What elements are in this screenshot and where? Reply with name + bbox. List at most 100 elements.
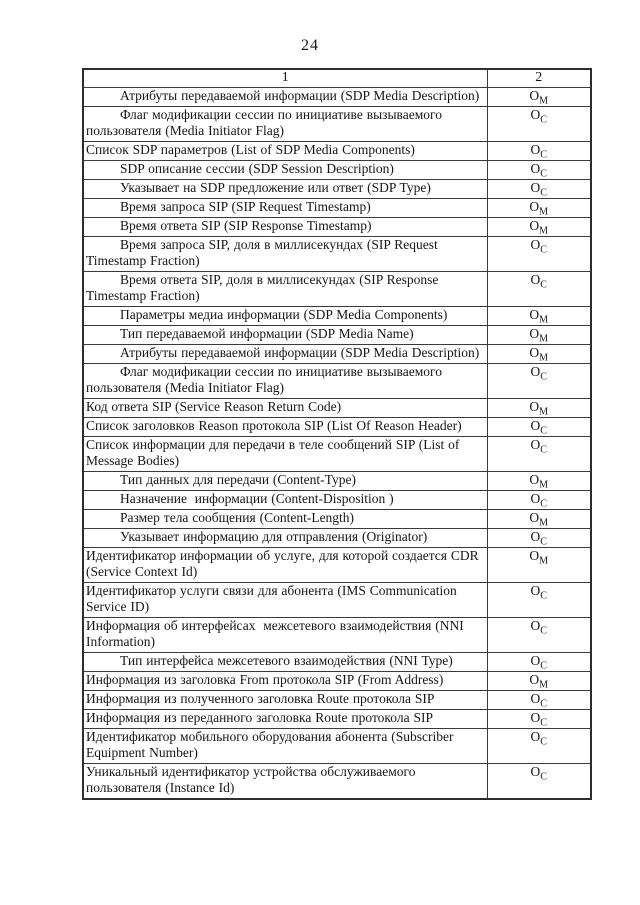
table-row: Атрибуты передаваемой информации (SDP Me… (82, 87, 592, 107)
attribute-value-cell: ОМ (486, 671, 592, 691)
attribute-value-cell: ОС (486, 106, 592, 142)
table-row: Назначение информации (Content-Dispositi… (82, 490, 592, 510)
attribute-table: 1 2 Атрибуты передаваемой информации (SD… (82, 68, 592, 800)
attribute-label-cell: Время ответа SIP, доля в миллисекундах (… (82, 271, 488, 307)
attribute-value-cell: ОС (486, 160, 592, 180)
value-base: О (530, 418, 541, 433)
table-row: Идентификатор информации об услуге, для … (82, 547, 592, 583)
value-sub: М (539, 555, 549, 567)
value-sub: М (539, 352, 549, 364)
table-row: Указывает на SDP предложение или ответ (… (82, 179, 592, 199)
table-row: Информация из заголовка From протокола S… (82, 671, 592, 691)
value-sub: С (540, 371, 547, 383)
attribute-value-cell: ОМ (486, 471, 592, 491)
value-base: О (529, 510, 540, 525)
table-row: Информация из переданного заголовка Rout… (82, 709, 592, 729)
attribute-label-cell: Время запроса SIP (SIP Request Timestamp… (82, 198, 488, 218)
value-base: О (530, 491, 541, 506)
value-base: О (530, 161, 541, 176)
attribute-value-cell: ОМ (486, 217, 592, 237)
table-row: SDP описание сессии (SDP Session Descrip… (82, 160, 592, 180)
value-sub: С (540, 536, 547, 548)
table-row: Список информации для передачи в теле со… (82, 436, 592, 472)
attribute-label-cell: Время запроса SIP, доля в миллисекундах … (82, 236, 488, 272)
column-header-2: 2 (486, 68, 592, 88)
table-header-row: 1 2 (82, 68, 592, 88)
value-base: О (529, 307, 540, 322)
attribute-label-cell: Список заголовков Reason протокола SIP (… (82, 417, 488, 437)
attribute-label-cell: Указывает на SDP предложение или ответ (… (82, 179, 488, 199)
value-sub: М (539, 95, 549, 107)
table-row: Размер тела сообщения (Content-Length) О… (82, 509, 592, 529)
value-sub: М (539, 314, 549, 326)
attribute-value-cell: ОС (486, 582, 592, 618)
attribute-label-cell: Информация из заголовка From протокола S… (82, 671, 488, 691)
attribute-table-body: Атрибуты передаваемой информации (SDP Me… (82, 87, 592, 800)
attribute-label-cell: Флаг модификации сессии по инициативе вы… (82, 106, 488, 142)
value-base: О (530, 107, 541, 122)
value-sub: М (539, 679, 549, 691)
value-sub: С (540, 279, 547, 291)
value-sub: М (539, 479, 549, 491)
table-row: Время ответа SIP, доля в миллисекундах (… (82, 271, 592, 307)
attribute-label-cell: Код ответа SIP (Service Reason Return Co… (82, 398, 488, 418)
value-base: О (530, 710, 541, 725)
attribute-label-cell: Идентификатор услуги связи для абонента … (82, 582, 488, 618)
table-row: Время запроса SIP, доля в миллисекундах … (82, 236, 592, 272)
column-header-1: 1 (82, 68, 488, 88)
attribute-value-cell: ОС (486, 363, 592, 399)
attribute-value-cell: ОС (486, 528, 592, 548)
value-sub: М (539, 333, 549, 345)
attribute-value-cell: ОС (486, 617, 592, 653)
table-row: Идентификатор услуги связи для абонента … (82, 582, 592, 618)
attribute-label-cell: Уникальный идентификатор устройства обсл… (82, 763, 488, 800)
value-sub: С (540, 590, 547, 602)
value-sub: С (540, 425, 547, 437)
table-row: Флаг модификации сессии по инициативе вы… (82, 106, 592, 142)
attribute-value-cell: ОС (486, 728, 592, 764)
value-sub: С (540, 717, 547, 729)
value-base: О (529, 472, 540, 487)
value-sub: С (540, 149, 547, 161)
attribute-label-cell: Атрибуты передаваемой информации (SDP Me… (82, 344, 488, 364)
value-base: О (529, 548, 540, 563)
attribute-value-cell: ОМ (486, 509, 592, 529)
value-sub: С (540, 625, 547, 637)
attribute-value-cell: ОС (486, 690, 592, 710)
attribute-value-cell: ОС (486, 490, 592, 510)
value-sub: М (539, 406, 549, 418)
attribute-label-cell: Параметры медиа информации (SDP Media Co… (82, 306, 488, 326)
value-base: О (530, 237, 541, 252)
value-base: О (530, 618, 541, 633)
table-row: Тип передаваемой информации (SDP Media N… (82, 325, 592, 345)
value-sub: С (540, 736, 547, 748)
attribute-value-cell: ОМ (486, 344, 592, 364)
attribute-value-cell: ОС (486, 417, 592, 437)
value-sub: С (540, 114, 547, 126)
attribute-value-cell: ОС (486, 271, 592, 307)
value-sub: С (540, 187, 547, 199)
table-row: Время запроса SIP (SIP Request Timestamp… (82, 198, 592, 218)
attribute-label-cell: Указывает информацию для отправления (Or… (82, 528, 488, 548)
attribute-label-cell: Назначение информации (Content-Dispositi… (82, 490, 488, 510)
attribute-label-cell: Атрибуты передаваемой информации (SDP Me… (82, 87, 488, 107)
value-sub: С (540, 168, 547, 180)
value-sub: С (540, 444, 547, 456)
attribute-label-cell: Тип интерфейса межсетевого взаимодействи… (82, 652, 488, 672)
table-row: Информация из полученного заголовка Rout… (82, 690, 592, 710)
value-sub: М (539, 225, 549, 237)
value-base: О (530, 142, 541, 157)
attribute-value-cell: ОМ (486, 398, 592, 418)
value-sub: М (539, 517, 549, 529)
attribute-label-cell: Тип данных для передачи (Content-Type) (82, 471, 488, 491)
value-base: О (529, 345, 540, 360)
value-base: О (530, 272, 541, 287)
attribute-value-cell: ОС (486, 179, 592, 199)
table-row: Идентификатор мобильного оборудования аб… (82, 728, 592, 764)
table-row: Уникальный идентификатор устройства обсл… (82, 763, 592, 800)
attribute-value-cell: ОМ (486, 306, 592, 326)
table-row: Атрибуты передаваемой информации (SDP Me… (82, 344, 592, 364)
attribute-value-cell: ОС (486, 709, 592, 729)
value-base: О (529, 399, 540, 414)
attribute-value-cell: ОС (486, 763, 592, 800)
